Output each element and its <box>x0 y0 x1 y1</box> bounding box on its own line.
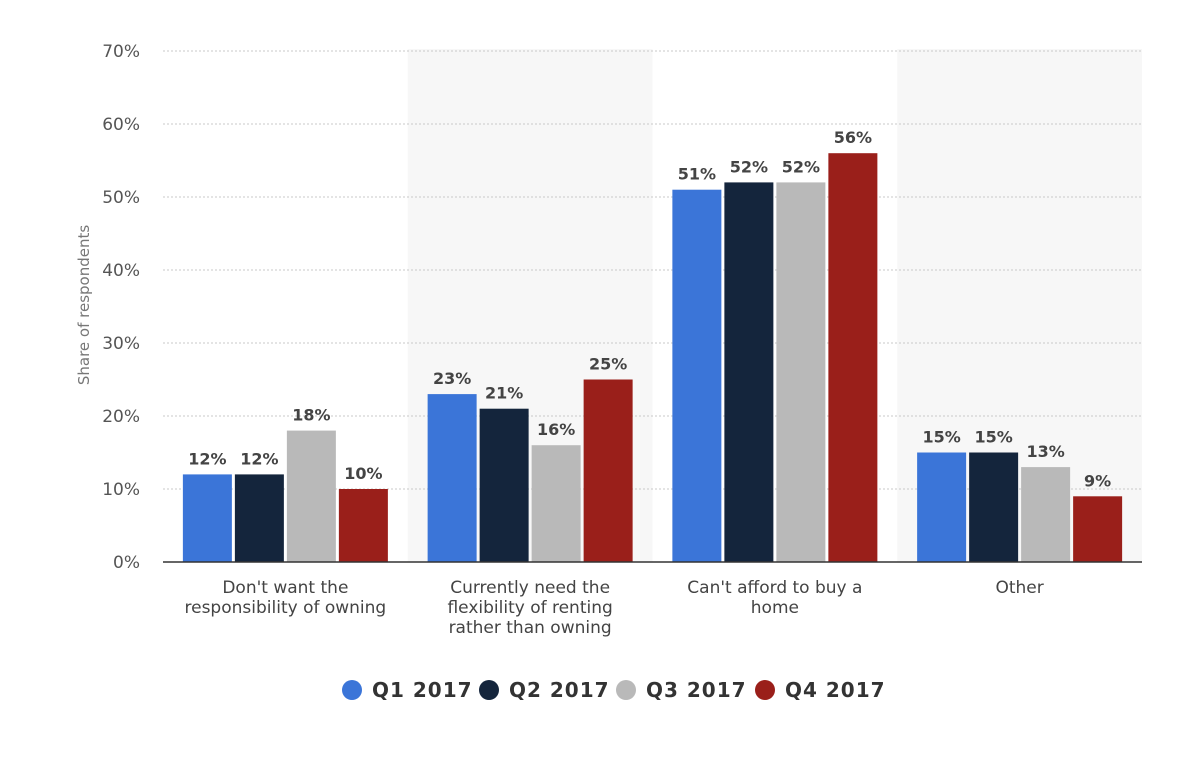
data-label: 12% <box>188 449 226 468</box>
data-label: 51% <box>678 165 716 184</box>
bars <box>182 153 1123 562</box>
legend-label: Q1 2017 <box>372 678 473 702</box>
bar <box>828 153 878 562</box>
bar <box>234 474 284 562</box>
bar <box>583 379 633 562</box>
legend-label: Q4 2017 <box>785 678 886 702</box>
legend-marker <box>755 680 775 700</box>
data-labels: 12% 12% 18% 10% 23% 21% 16% 25% 51% 52% 52% 56% 15% 1… <box>188 128 1111 490</box>
y-tick-label: 30% <box>102 334 140 354</box>
legend-marker <box>616 680 636 700</box>
y-axis-title: Share of respondents <box>75 225 93 386</box>
y-tick-label: 50% <box>102 188 140 208</box>
bar <box>479 408 529 562</box>
data-label: 16% <box>537 420 575 439</box>
data-label: 15% <box>974 428 1012 447</box>
legend: Q1 2017 Q2 2017 Q3 2017 Q4 2017 <box>342 678 886 702</box>
legend-marker <box>479 680 499 700</box>
legend-marker <box>342 680 362 700</box>
legend-label: Q2 2017 <box>509 678 610 702</box>
bar <box>1021 467 1071 562</box>
x-category-label: Currently need the flexibility of renting… <box>447 578 612 638</box>
legend-label: Q3 2017 <box>646 678 747 702</box>
y-tick-label: 20% <box>102 407 140 427</box>
y-tick-label: 0% <box>113 553 140 573</box>
data-label: 18% <box>292 406 330 425</box>
data-label: 25% <box>589 355 627 374</box>
data-label: 56% <box>834 128 872 147</box>
data-label: 9% <box>1084 471 1111 490</box>
bar <box>427 394 477 562</box>
gridlines <box>163 50 1142 490</box>
bar <box>917 452 967 562</box>
bar <box>286 430 336 562</box>
y-tick-label: 70% <box>102 42 140 62</box>
bar <box>182 474 232 562</box>
bar <box>724 182 774 562</box>
bar <box>338 489 388 562</box>
data-label: 15% <box>922 428 960 447</box>
data-label: 52% <box>782 157 820 176</box>
x-axis-categories: Don't want the responsibility of owning Cu… <box>185 578 1044 638</box>
data-label: 23% <box>433 369 471 388</box>
y-axis-ticks: 0% 10% 20% 30% 40% 50% 60% 70% <box>102 42 140 573</box>
y-tick-label: 40% <box>102 261 140 281</box>
x-category-label: Don't want the responsibility of owning <box>185 578 387 618</box>
data-label: 12% <box>240 449 278 468</box>
bar <box>1073 496 1123 562</box>
bar <box>969 452 1019 562</box>
x-category-label: Can't afford to buy a home <box>687 578 862 618</box>
y-tick-label: 60% <box>102 115 140 135</box>
data-label: 52% <box>730 157 768 176</box>
y-tick-label: 10% <box>102 480 140 500</box>
bar <box>531 445 581 562</box>
bar <box>776 182 826 562</box>
x-category-label: Other <box>995 578 1043 598</box>
bar <box>672 189 722 562</box>
data-label: 10% <box>344 464 382 483</box>
data-label: 21% <box>485 384 523 403</box>
data-label: 13% <box>1026 442 1064 461</box>
